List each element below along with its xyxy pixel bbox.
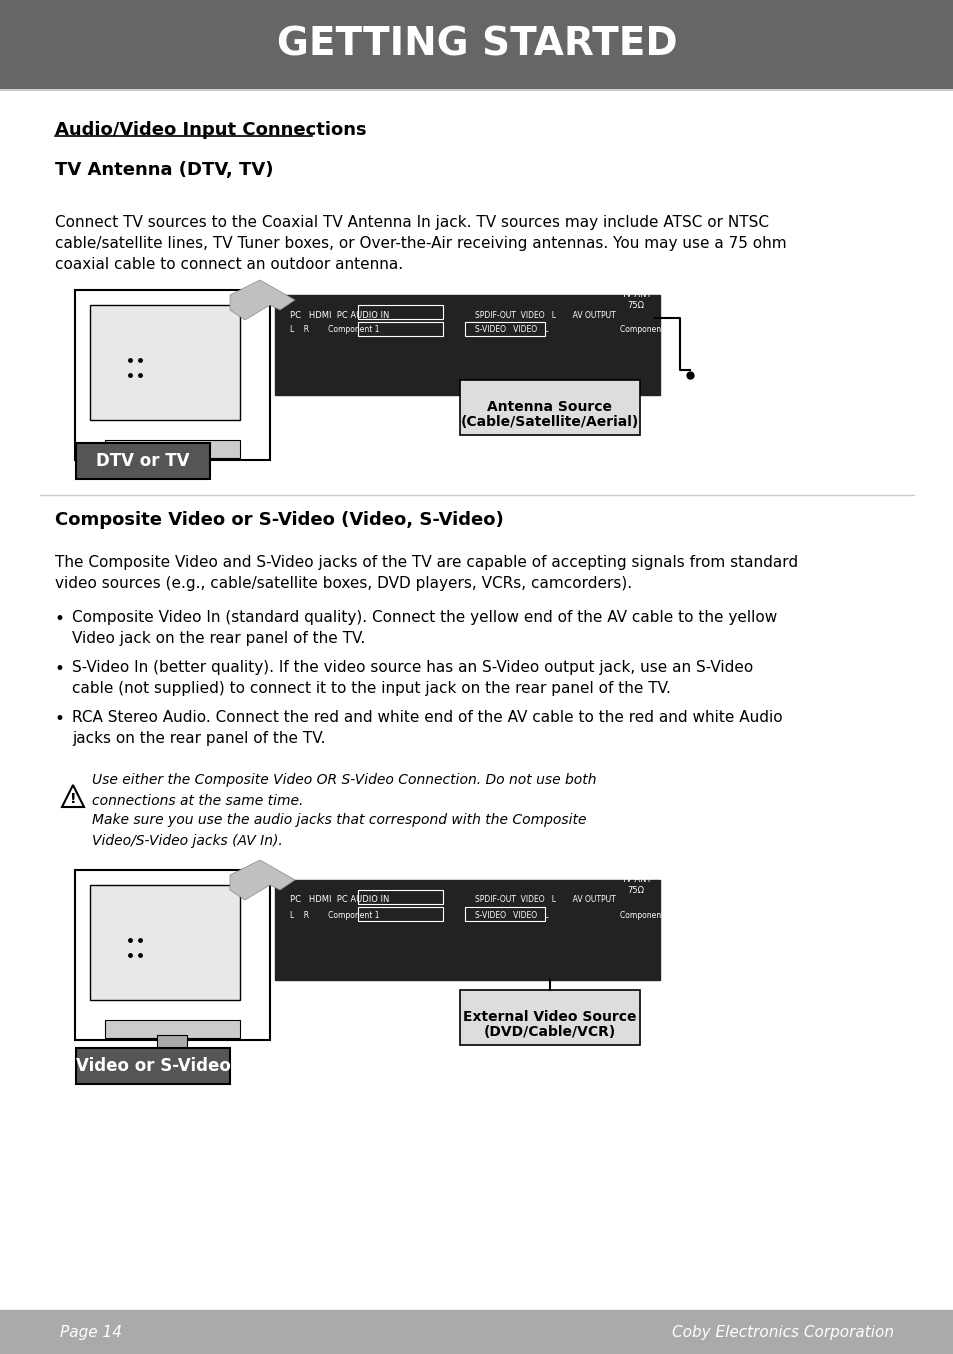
Polygon shape — [230, 860, 294, 900]
Bar — [90, 305, 240, 420]
Text: !: ! — [70, 792, 76, 806]
Bar — [0, 1311, 953, 1354]
Bar — [459, 380, 639, 435]
Bar — [90, 886, 240, 1001]
Text: External Video Source: External Video Source — [463, 1010, 636, 1024]
Text: SPDIF-OUT  VIDEO   L       AV OUTPUT: SPDIF-OUT VIDEO L AV OUTPUT — [475, 310, 615, 320]
Text: Composite Video or S-Video (Video, S-Video): Composite Video or S-Video (Video, S-Vid… — [55, 510, 503, 529]
Bar — [0, 0, 953, 88]
Text: SPDIF-OUT  VIDEO   L       AV OUTPUT: SPDIF-OUT VIDEO L AV OUTPUT — [475, 895, 615, 904]
Text: Use either the Composite Video OR S-Video Connection. Do not use both
connection: Use either the Composite Video OR S-Vide… — [91, 773, 596, 807]
Text: GETTING STARTED: GETTING STARTED — [276, 24, 677, 64]
Text: PC   HDMI  PC AUDIO IN: PC HDMI PC AUDIO IN — [290, 895, 389, 904]
Text: Composite Video In (standard quality). Connect the yellow end of the AV cable to: Composite Video In (standard quality). C… — [71, 611, 777, 646]
Bar — [157, 455, 187, 470]
FancyBboxPatch shape — [76, 443, 210, 479]
FancyBboxPatch shape — [76, 1048, 230, 1085]
Text: S-VIDEO   VIDEO   L: S-VIDEO VIDEO L — [475, 910, 548, 919]
Text: •: • — [55, 709, 65, 728]
Bar — [459, 990, 639, 1045]
Text: Page 14: Page 14 — [60, 1324, 122, 1339]
Bar — [274, 880, 659, 980]
Text: Connect TV sources to the Coaxial TV Antenna In jack. TV sources may include ATS: Connect TV sources to the Coaxial TV Ant… — [55, 215, 786, 272]
Bar — [464, 907, 544, 921]
Bar — [357, 305, 442, 320]
Text: DTV or TV: DTV or TV — [96, 452, 190, 470]
Text: Audio/Video Input Connections: Audio/Video Input Connections — [55, 121, 366, 139]
Text: TV ANT
75Ω: TV ANT 75Ω — [620, 290, 651, 310]
Bar — [357, 890, 442, 904]
Text: Video or S-Video: Video or S-Video — [75, 1057, 231, 1075]
Text: •: • — [55, 611, 65, 628]
Bar — [105, 1020, 240, 1039]
Text: Component 2: Component 2 — [619, 325, 671, 334]
Text: L    R        Component 1: L R Component 1 — [290, 325, 379, 334]
Text: TV Antenna (DTV, TV): TV Antenna (DTV, TV) — [55, 161, 274, 179]
Text: (DVD/Cable/VCR): (DVD/Cable/VCR) — [483, 1025, 616, 1039]
Text: S-Video In (better quality). If the video source has an S-Video output jack, use: S-Video In (better quality). If the vide… — [71, 659, 753, 696]
Polygon shape — [62, 785, 84, 807]
Text: •: • — [55, 659, 65, 678]
Bar — [357, 322, 442, 336]
Bar — [75, 871, 270, 1040]
Text: (Cable/Satellite/Aerial): (Cable/Satellite/Aerial) — [460, 414, 639, 429]
Text: Component 2: Component 2 — [619, 910, 671, 919]
Bar — [75, 290, 270, 460]
Text: PC   HDMI  PC AUDIO IN: PC HDMI PC AUDIO IN — [290, 310, 389, 320]
Text: Antenna Source: Antenna Source — [487, 399, 612, 414]
Text: Make sure you use the audio jacks that correspond with the Composite
Video/S-Vid: Make sure you use the audio jacks that c… — [91, 812, 586, 848]
Bar — [105, 440, 240, 458]
Text: L    R        Component 1: L R Component 1 — [290, 910, 379, 919]
Polygon shape — [230, 280, 294, 320]
Bar — [157, 1034, 187, 1049]
Text: Coby Electronics Corporation: Coby Electronics Corporation — [671, 1324, 893, 1339]
Text: The Composite Video and S-Video jacks of the TV are capable of accepting signals: The Composite Video and S-Video jacks of… — [55, 555, 798, 590]
Text: RCA Stereo Audio. Connect the red and white end of the AV cable to the red and w: RCA Stereo Audio. Connect the red and wh… — [71, 709, 781, 746]
Bar — [357, 907, 442, 921]
Bar — [464, 322, 544, 336]
Bar — [274, 295, 659, 395]
Text: TV ANT
75Ω: TV ANT 75Ω — [620, 875, 651, 895]
Text: S-VIDEO   VIDEO   L: S-VIDEO VIDEO L — [475, 325, 548, 334]
